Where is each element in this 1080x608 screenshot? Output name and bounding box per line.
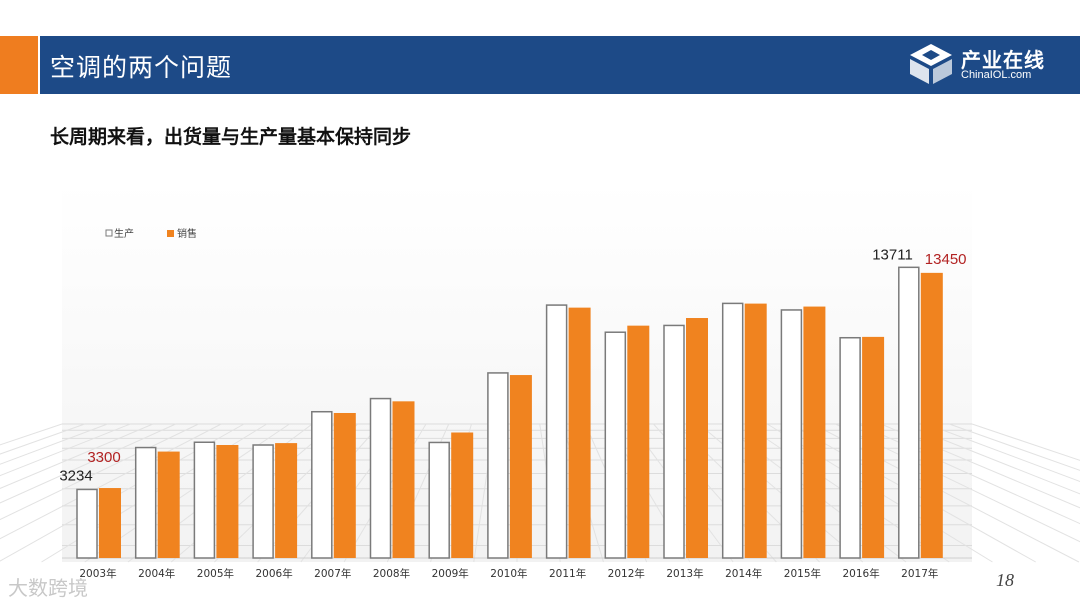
grid-line xyxy=(0,423,131,477)
bar-production xyxy=(428,441,450,559)
data-label-production: 13711 xyxy=(872,246,913,263)
x-tick-label: 2007年 xyxy=(314,567,351,580)
grid-line xyxy=(0,423,108,465)
legend-swatch-production xyxy=(105,229,113,237)
x-axis-labels: 2003年 2004年 2005年 2006年 2007年 2008年 2009年 2010年… xyxy=(79,567,938,580)
bar-production xyxy=(545,304,568,559)
x-tick-label: 2008年 xyxy=(373,567,410,580)
x-tick-label: 2005年 xyxy=(197,567,234,580)
legend-label-production: 生产 xyxy=(114,227,134,240)
x-tick-label: 2003年 xyxy=(79,567,116,580)
bar-production xyxy=(193,441,216,559)
logo-url: ChinaIOL.com xyxy=(961,69,1032,81)
bar-production xyxy=(252,444,274,559)
page-number: 18 xyxy=(996,570,1014,590)
x-tick-label: 2016年 xyxy=(842,567,879,580)
bar-production xyxy=(76,488,98,559)
watermark: 大数跨境 xyxy=(8,576,88,600)
grid-line xyxy=(926,423,1080,483)
legend-label-sales: 销售 xyxy=(177,227,197,240)
bar-sales xyxy=(509,375,532,558)
x-tick-label: 2012年 xyxy=(608,567,645,580)
data-label-production: 3234 xyxy=(59,467,92,484)
bar-sales xyxy=(803,306,826,558)
grid-line xyxy=(0,423,85,455)
x-tick-label: 2017年 xyxy=(901,567,938,580)
legend-swatch-sales xyxy=(167,230,174,237)
bar-sales xyxy=(568,307,591,558)
x-tick-label: 2004年 xyxy=(138,567,175,580)
data-label-sales: 3300 xyxy=(87,449,120,466)
header-bar: 空调的两个问题 产业在线 ChinaIOL.com xyxy=(40,36,1080,94)
slide-title: 空调的两个问题 xyxy=(50,53,233,82)
brand-logo: 产业在线 ChinaIOL.com xyxy=(906,42,1066,88)
bar-production xyxy=(839,336,861,559)
x-tick-label: 2013年 xyxy=(666,567,703,580)
grid-line xyxy=(0,423,176,504)
bar-production xyxy=(369,397,392,559)
bar-sales xyxy=(862,336,885,558)
bar-sales xyxy=(686,318,708,558)
bar-sales xyxy=(333,412,356,558)
bar-production xyxy=(780,309,803,559)
bar-production xyxy=(311,410,333,559)
x-tick-label: 2010年 xyxy=(490,567,527,580)
bar-production xyxy=(721,302,744,559)
x-tick-label: 2015年 xyxy=(784,567,821,580)
x-tick-label: 2014年 xyxy=(725,567,762,580)
legend: 生产 销售 xyxy=(105,227,197,240)
bar-sales xyxy=(392,401,415,558)
bar-sales xyxy=(627,325,650,558)
bar-production xyxy=(487,372,509,559)
bar-production xyxy=(898,266,920,559)
bar-sales xyxy=(920,272,943,558)
bar-sales xyxy=(451,432,474,558)
bar-production xyxy=(604,331,627,559)
cube-logo-icon xyxy=(910,44,952,84)
slide-subtitle: 长周期来看，出货量与生产量基本保持同步 xyxy=(50,126,412,148)
grid-line xyxy=(0,423,154,489)
x-tick-label: 2011年 xyxy=(549,567,586,580)
x-tick-label: 2006年 xyxy=(255,567,292,580)
bar-sales xyxy=(744,303,767,558)
grid-line xyxy=(949,423,1080,471)
grid-line xyxy=(903,423,1080,495)
data-label-sales: 13450 xyxy=(925,251,967,268)
bar-sales xyxy=(99,488,121,558)
bars-group xyxy=(76,266,943,559)
bar-production xyxy=(663,324,685,559)
bar-sales xyxy=(157,451,180,558)
logo-name: 产业在线 xyxy=(961,48,1045,72)
x-tick-label: 2009年 xyxy=(432,567,469,580)
bar-sales xyxy=(275,443,298,558)
bar-sales xyxy=(216,445,239,558)
bar-production xyxy=(134,446,157,559)
header-accent-bar xyxy=(0,36,38,94)
grid-line xyxy=(971,423,1080,461)
